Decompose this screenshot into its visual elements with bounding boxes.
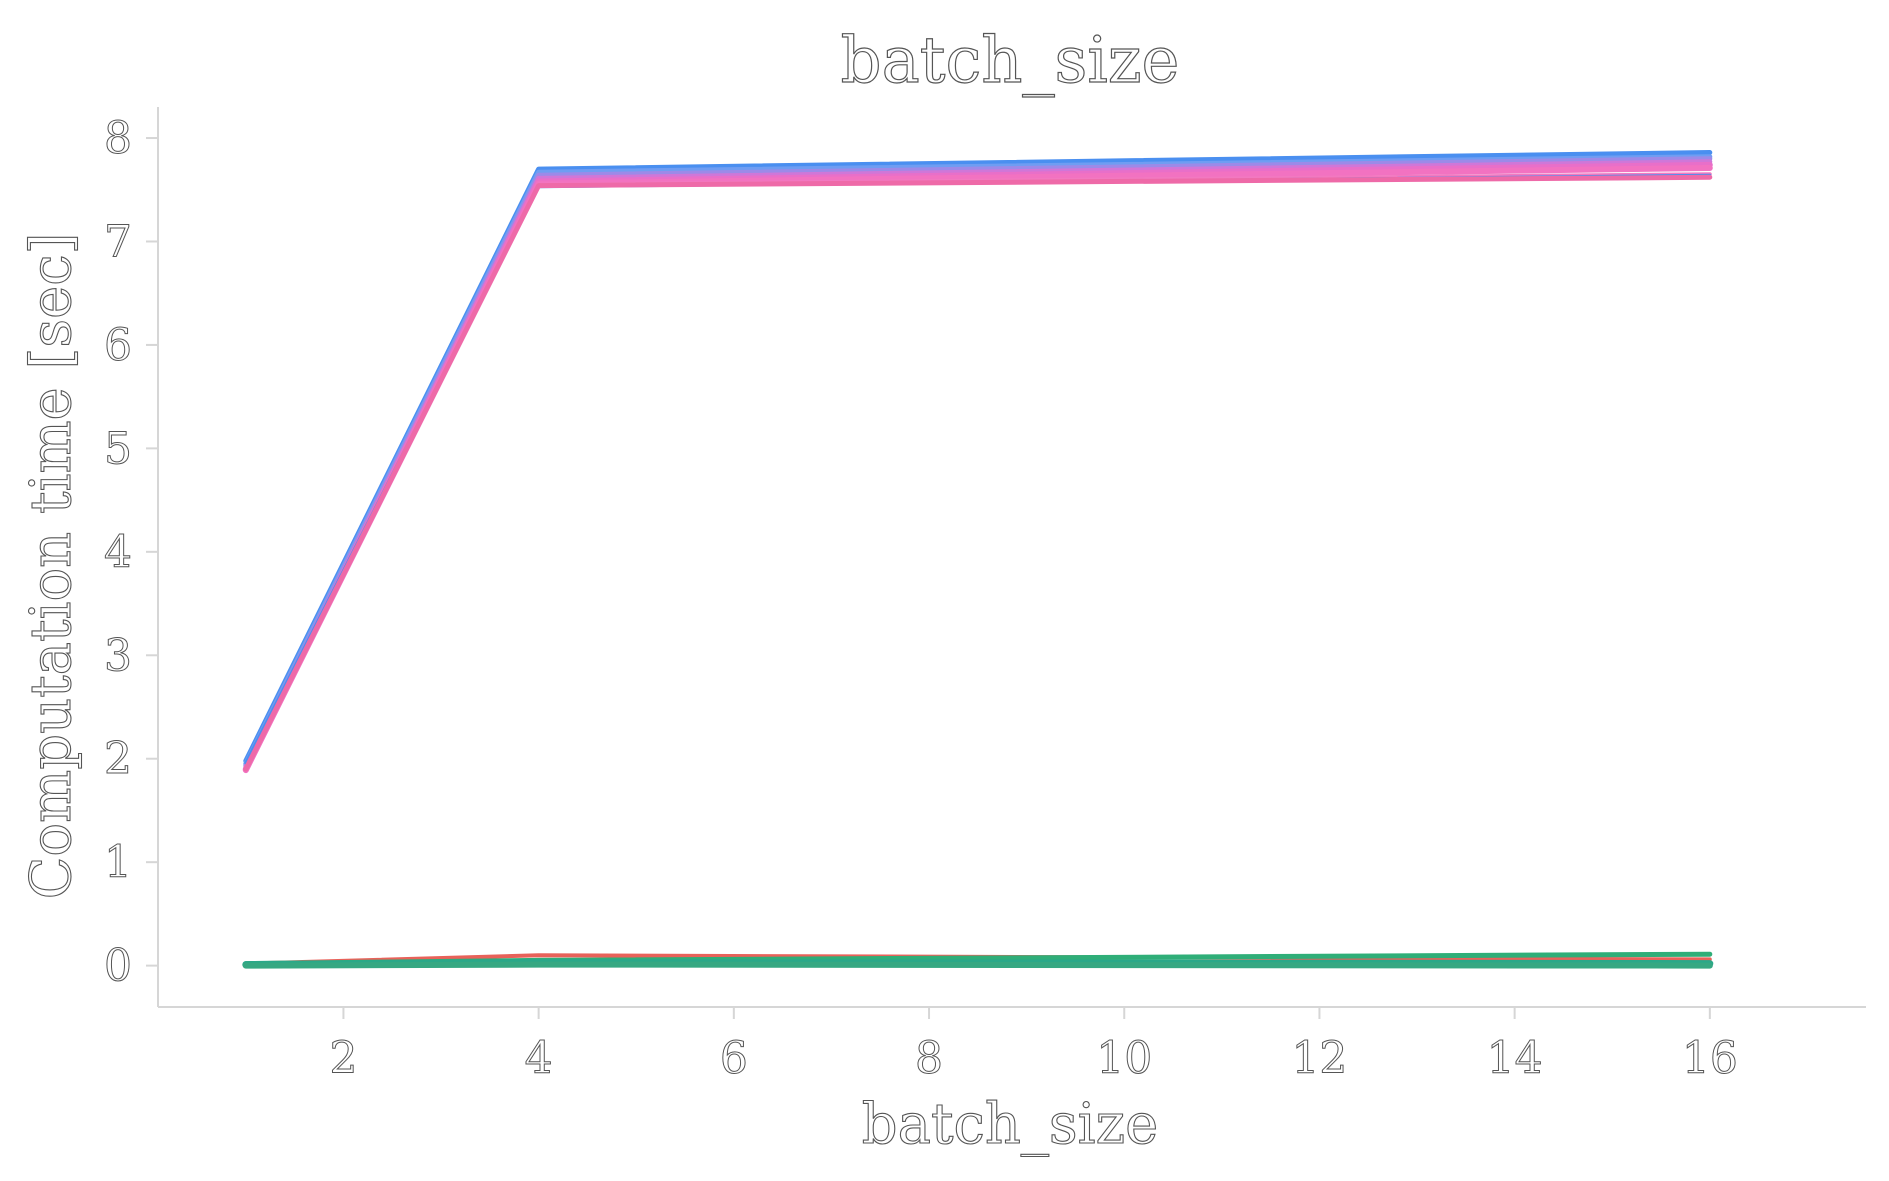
x-tick-label: 16	[1682, 1033, 1738, 1084]
series-line-2	[243, 154, 1713, 767]
series-line-7	[243, 172, 1712, 772]
y-tick-label: 5	[104, 423, 132, 474]
series-line-5	[242, 161, 1713, 773]
series-line-6	[242, 165, 1713, 774]
y-tick-label: 0	[104, 941, 132, 992]
x-tick-label: 4	[525, 1033, 553, 1084]
x-tick-label: 6	[720, 1033, 748, 1084]
series-line-3	[243, 156, 1713, 769]
x-tick-label: 12	[1291, 1033, 1347, 1084]
series-line-8	[244, 173, 1712, 765]
y-tick-label: 8	[104, 113, 132, 164]
y-tick-label: 4	[104, 527, 132, 578]
x-tick-label: 2	[329, 1033, 357, 1084]
x-axis-label: batch_size	[862, 1092, 1158, 1157]
y-tick-label: 7	[104, 216, 132, 267]
x-tick-label: 10	[1096, 1033, 1152, 1084]
series-line-15	[242, 961, 1713, 969]
series-line-4	[243, 159, 1713, 771]
x-tick-group: 2 4 6 8 10 12 14 16	[329, 1007, 1738, 1085]
x-tick-label: 14	[1487, 1033, 1543, 1084]
x-tick-label: 8	[915, 1033, 943, 1084]
y-tick-label: 2	[104, 734, 132, 785]
y-axis-label: Computation time [sec]	[19, 233, 84, 900]
y-tick-label: 3	[104, 630, 132, 681]
y-tick-group: 0 1 2 3 4 5 6 7 8	[104, 113, 158, 992]
y-tick-label: 6	[104, 320, 132, 371]
series-line-1	[243, 150, 1713, 764]
series-line-9	[243, 174, 1713, 772]
series-group	[242, 150, 1714, 969]
chart-title: batch_size	[841, 24, 1180, 98]
y-tick-label: 1	[104, 837, 132, 888]
